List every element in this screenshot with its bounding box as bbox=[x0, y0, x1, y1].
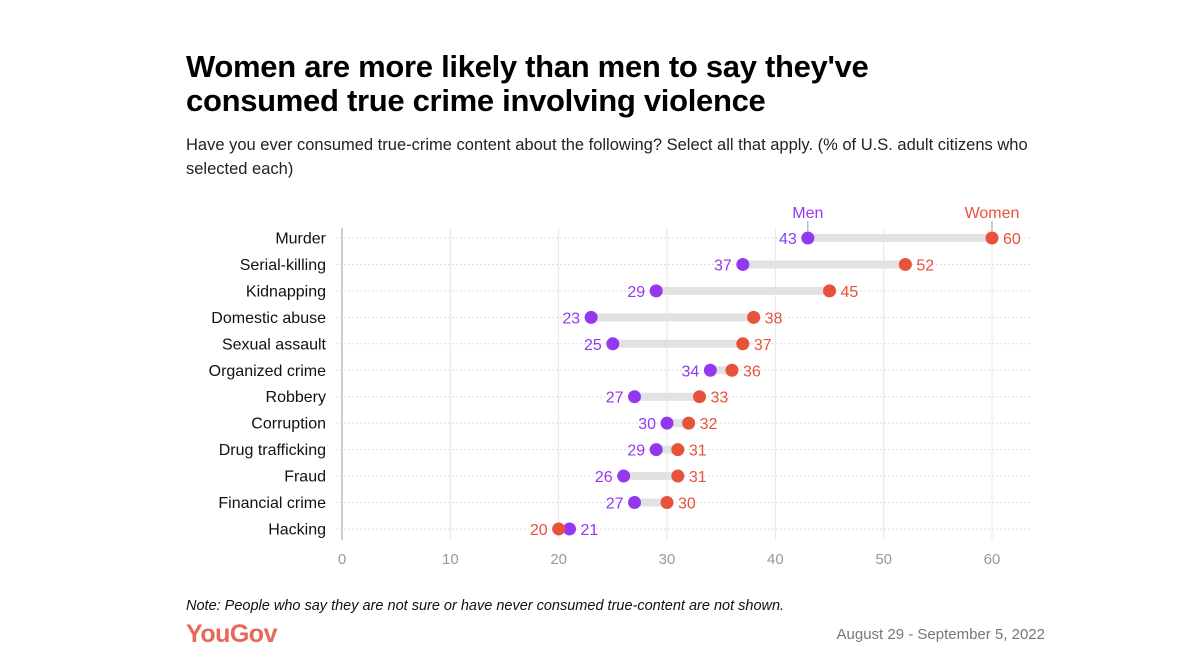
chart-note: Note: People who say they are not sure o… bbox=[186, 598, 785, 614]
x-tick-label: 50 bbox=[875, 551, 892, 568]
women-value-label: 32 bbox=[700, 416, 718, 433]
men-dot bbox=[563, 522, 576, 536]
men-value-label: 30 bbox=[638, 416, 656, 433]
men-dot bbox=[736, 257, 750, 271]
men-dot bbox=[660, 416, 674, 430]
men-value-label: 29 bbox=[627, 284, 645, 301]
chart-subtitle: Have you ever consumed true-crime conten… bbox=[186, 136, 1028, 178]
women-dot bbox=[823, 284, 836, 298]
men-dot bbox=[801, 231, 815, 245]
women-value-label: 60 bbox=[1003, 231, 1021, 248]
women-dot bbox=[671, 469, 685, 483]
women-dot bbox=[725, 363, 739, 377]
women-value-label: 52 bbox=[916, 257, 934, 274]
women-dot bbox=[693, 390, 706, 404]
legend-women: Women bbox=[965, 205, 1020, 222]
men-dot bbox=[703, 363, 717, 377]
category-label: Robbery bbox=[266, 389, 326, 406]
women-value-label: 36 bbox=[743, 363, 761, 380]
category-label: Sexual assault bbox=[222, 336, 327, 353]
men-value-label: 25 bbox=[584, 337, 602, 354]
women-dot bbox=[552, 522, 566, 536]
women-value-label: 37 bbox=[754, 337, 772, 354]
legend-men: Men bbox=[792, 205, 823, 222]
men-dot bbox=[628, 496, 641, 509]
women-value-label: 45 bbox=[841, 284, 859, 301]
category-label: Kidnapping bbox=[246, 283, 326, 300]
men-value-label: 34 bbox=[682, 363, 700, 380]
men-value-label: 27 bbox=[606, 496, 624, 513]
date-range: August 29 - September 5, 2022 bbox=[836, 626, 1045, 643]
women-value-label: 38 bbox=[765, 310, 783, 327]
x-tick-label: 40 bbox=[767, 551, 784, 568]
men-value-label: 37 bbox=[714, 257, 732, 274]
women-dot bbox=[682, 416, 696, 430]
category-label: Financial crime bbox=[218, 495, 326, 512]
women-value-label: 31 bbox=[689, 443, 707, 460]
men-value-label: 26 bbox=[595, 469, 613, 486]
women-dot bbox=[671, 443, 685, 457]
category-label: Domestic abuse bbox=[211, 310, 326, 327]
men-dot bbox=[584, 310, 598, 324]
category-label: Fraud bbox=[284, 469, 326, 486]
category-label: Organized crime bbox=[209, 363, 326, 380]
men-dot bbox=[617, 469, 631, 483]
women-dot bbox=[747, 310, 761, 324]
chart-title: Women are more likely than men to say th… bbox=[186, 49, 869, 118]
women-dot bbox=[898, 257, 912, 271]
men-dot bbox=[649, 443, 663, 457]
x-tick-label: 10 bbox=[442, 551, 459, 568]
women-dot bbox=[660, 496, 674, 509]
men-dot bbox=[606, 337, 620, 351]
women-value-label: 20 bbox=[530, 522, 548, 539]
men-value-label: 21 bbox=[581, 522, 599, 539]
category-label: Corruption bbox=[251, 416, 326, 433]
women-value-label: 33 bbox=[711, 390, 729, 407]
yougov-logo: YouGov bbox=[186, 620, 277, 648]
women-dot bbox=[985, 231, 999, 245]
men-value-label: 29 bbox=[627, 443, 645, 460]
men-dot bbox=[628, 390, 641, 404]
category-label: Hacking bbox=[268, 521, 326, 538]
men-value-label: 27 bbox=[606, 390, 624, 407]
women-value-label: 30 bbox=[678, 496, 696, 513]
x-tick-label: 30 bbox=[659, 551, 676, 568]
x-tick-label: 60 bbox=[984, 551, 1001, 568]
men-dot bbox=[649, 284, 663, 298]
category-label: Serial-killing bbox=[240, 257, 326, 274]
category-label: Drug trafficking bbox=[219, 442, 326, 459]
women-dot bbox=[736, 337, 750, 351]
women-value-label: 31 bbox=[689, 469, 707, 486]
x-tick-label: 20 bbox=[550, 551, 567, 568]
category-label: Murder bbox=[275, 231, 326, 248]
men-value-label: 23 bbox=[562, 310, 580, 327]
x-tick-label: 0 bbox=[338, 551, 346, 568]
men-value-label: 43 bbox=[779, 231, 797, 248]
